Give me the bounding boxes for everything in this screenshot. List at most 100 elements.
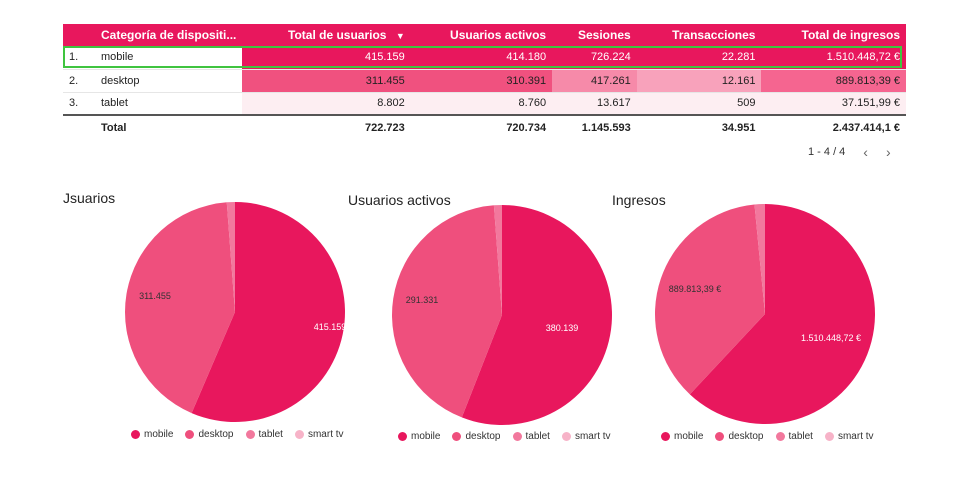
pie-data-label: 291.331 xyxy=(406,295,439,305)
pie-slice-desktop[interactable] xyxy=(392,205,502,418)
table-header-row: Categoría de dispositi... Total de usuar… xyxy=(63,24,906,46)
pagination: 1 - 4 / 4 ‹ › xyxy=(808,144,891,160)
legend-swatch-icon xyxy=(245,430,255,439)
column-header-revenue[interactable]: Total de ingresos xyxy=(761,24,906,46)
column-header-active-users[interactable]: Usuarios activos xyxy=(410,24,553,46)
cell-value: 310.391 xyxy=(410,69,553,93)
column-header-category[interactable]: Categoría de dispositi... xyxy=(95,24,243,46)
legend-swatch-icon xyxy=(131,430,140,439)
pie-slice-tablet[interactable] xyxy=(493,205,502,315)
device-table: Categoría de dispositi... Total de usuar… xyxy=(63,24,906,139)
chart-title: Ingresos xyxy=(612,192,666,208)
legend-swatch-icon xyxy=(398,432,407,441)
total-row: Total 722.723 720.734 1.145.593 34.951 2.437.… xyxy=(63,114,906,139)
column-header-total-users[interactable]: Total de usuarios ▼ xyxy=(242,24,411,46)
pie-slice-tablet[interactable] xyxy=(226,202,235,312)
column-header-label: Total de usuarios xyxy=(288,28,387,42)
total-index xyxy=(63,114,95,139)
cell-value: 8.802 xyxy=(242,92,411,116)
chart-legend: mobile desktop tablet smart tv xyxy=(131,429,344,440)
legend-swatch-icon xyxy=(661,432,670,441)
sort-desc-icon[interactable]: ▼ xyxy=(395,31,405,41)
chart-title: Usuarios activos xyxy=(348,192,451,208)
legend-swatch-icon xyxy=(452,432,462,441)
pie-data-label: 415.159 xyxy=(314,322,347,332)
legend-item[interactable]: desktop xyxy=(452,431,501,442)
legend-label: mobile xyxy=(674,431,704,442)
legend-item[interactable]: mobile xyxy=(398,431,440,442)
cell-value: 414.180 xyxy=(410,46,553,70)
column-header-sessions[interactable]: Sesiones xyxy=(552,24,637,46)
pie-data-label: 311.455 xyxy=(139,291,171,301)
chart-legend: mobile desktop tablet smart tv xyxy=(398,431,611,442)
cell-value: 12.161 xyxy=(636,69,762,93)
cell-value: 509 xyxy=(636,92,762,116)
legend-item[interactable]: tablet xyxy=(512,431,550,442)
total-value: 720.734 xyxy=(410,114,553,139)
pie-slice-mobile[interactable] xyxy=(689,204,875,424)
next-page-icon[interactable]: › xyxy=(885,144,891,160)
legend-label: smart tv xyxy=(837,431,874,442)
cell-value: 726.224 xyxy=(552,46,637,70)
cell-value: 22.281 xyxy=(636,46,762,70)
legend-label: tablet xyxy=(525,431,550,442)
cell-value: 415.159 xyxy=(242,46,411,70)
legend-item[interactable]: desktop xyxy=(715,431,764,442)
legend-label: tablet xyxy=(788,431,813,442)
total-value: 2.437.414,1 € xyxy=(761,114,906,139)
legend-item[interactable]: mobile xyxy=(661,431,703,442)
legend-label: smart tv xyxy=(574,431,611,442)
cell-value: 37.151,99 € xyxy=(761,92,906,116)
table-row[interactable]: 2. desktop 311.455 310.391 417.261 12.161 889.… xyxy=(63,69,906,93)
chart-title: Jsuarios xyxy=(63,190,116,206)
total-value: 34.951 xyxy=(636,114,762,139)
cell-value: 311.455 xyxy=(242,69,411,93)
legend-item[interactable]: smart tv xyxy=(561,431,611,442)
cell-value: 417.261 xyxy=(552,69,637,93)
legend-label: desktop xyxy=(728,431,764,442)
legend-item[interactable]: mobile xyxy=(131,429,173,440)
legend-item[interactable]: desktop xyxy=(185,429,234,440)
pie-slice-mobile[interactable] xyxy=(191,202,345,422)
legend-swatch-icon xyxy=(185,430,195,439)
pie-slice-mobile[interactable] xyxy=(461,205,612,425)
legend-item[interactable]: tablet xyxy=(775,431,813,442)
legend-item[interactable]: tablet xyxy=(245,429,283,440)
legend-label: mobile xyxy=(144,429,174,440)
pie-data-label: 1.510.448,72 € xyxy=(801,333,861,343)
cell-value: 889.813,39 € xyxy=(761,69,906,93)
legend-label: mobile xyxy=(411,431,441,442)
row-index: 1. xyxy=(63,46,95,70)
total-value: 722.723 xyxy=(242,114,411,139)
pie-slice-tablet[interactable] xyxy=(754,204,765,314)
table-row[interactable]: 1. mobile 415.159 414.180 726.224 22.281 1.510… xyxy=(63,46,906,70)
legend-swatch-icon xyxy=(824,432,834,441)
total-label: Total xyxy=(95,114,243,139)
legend-label: desktop xyxy=(465,431,501,442)
legend-swatch-icon xyxy=(294,430,304,439)
pie-data-label: 380.139 xyxy=(546,323,579,333)
pagination-label: 1 - 4 / 4 xyxy=(808,146,846,158)
chart-legend: mobile desktop tablet smart tv xyxy=(661,431,874,442)
legend-label: tablet xyxy=(258,429,283,440)
cell-category: mobile xyxy=(95,46,243,70)
legend-label: desktop xyxy=(198,429,234,440)
column-header-transactions[interactable]: Transacciones xyxy=(636,24,762,46)
pie-data-label: 889.813,39 € xyxy=(669,284,722,294)
legend-item[interactable]: smart tv xyxy=(824,431,874,442)
table-row[interactable]: 3. tablet 8.802 8.760 13.617 509 37.151,99 € xyxy=(63,92,906,116)
pie-slice-desktop[interactable] xyxy=(124,202,235,414)
legend-label: smart tv xyxy=(307,429,344,440)
legend-item[interactable]: smart tv xyxy=(294,429,344,440)
cell-category: desktop xyxy=(95,69,243,93)
cell-value: 13.617 xyxy=(552,92,637,116)
legend-swatch-icon xyxy=(715,432,725,441)
prev-page-icon[interactable]: ‹ xyxy=(863,144,868,160)
legend-swatch-icon xyxy=(512,432,522,441)
pie-slice-desktop[interactable] xyxy=(654,204,765,395)
row-index: 2. xyxy=(63,69,95,93)
index-header xyxy=(63,24,95,46)
